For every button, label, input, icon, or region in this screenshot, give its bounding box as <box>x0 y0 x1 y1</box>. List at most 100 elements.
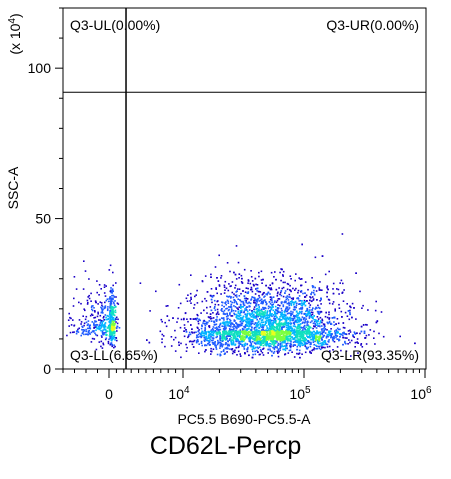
event-dot <box>94 310 96 312</box>
event-dot <box>322 323 325 325</box>
event-dot <box>321 255 324 257</box>
event-dot <box>288 338 290 340</box>
event-dot <box>290 314 292 317</box>
event-dot <box>227 309 230 312</box>
event-dot <box>248 320 251 323</box>
event-dot <box>231 348 234 350</box>
event-dot <box>82 288 85 290</box>
event-dot <box>254 353 257 356</box>
event-dot <box>111 337 114 340</box>
event-dot <box>266 292 269 295</box>
event-dot <box>321 321 323 324</box>
event-dot <box>315 336 317 339</box>
event-dot <box>285 342 287 345</box>
event-dot <box>84 318 87 321</box>
event-dot <box>305 294 308 297</box>
event-dot <box>101 309 104 312</box>
event-dot <box>328 302 331 305</box>
event-dot <box>259 323 261 325</box>
event-dot <box>217 341 220 344</box>
event-dot <box>193 303 196 306</box>
event-dot <box>273 340 276 342</box>
event-dot <box>112 310 115 313</box>
event-dot <box>253 323 256 326</box>
event-dot <box>296 335 299 338</box>
event-dot <box>278 321 281 323</box>
event-dot <box>197 333 200 336</box>
event-dot <box>335 329 338 332</box>
event-dot <box>207 316 210 318</box>
event-dot <box>109 311 111 313</box>
event-dot <box>253 284 255 287</box>
event-dot <box>326 333 329 336</box>
event-dot <box>247 291 250 293</box>
event-dot <box>271 331 273 333</box>
event-dot <box>255 339 258 342</box>
event-dot <box>248 323 250 325</box>
event-dot <box>109 325 111 328</box>
event-dot <box>291 327 294 330</box>
event-dot <box>243 325 245 328</box>
event-dot <box>230 315 232 317</box>
event-dot <box>212 343 214 345</box>
event-dot <box>240 292 242 295</box>
event-dot <box>239 331 242 333</box>
event-dot <box>190 274 192 276</box>
event-dot <box>260 317 262 319</box>
event-dot <box>308 306 311 309</box>
event-dot <box>240 318 243 321</box>
event-dot <box>224 325 227 327</box>
event-dot <box>242 306 244 308</box>
event-dot <box>94 321 97 323</box>
event-dot <box>256 310 259 313</box>
event-dot <box>99 328 101 330</box>
event-dot <box>276 295 279 297</box>
event-dot <box>303 338 305 340</box>
event-dot <box>206 339 208 342</box>
event-dot <box>330 334 333 336</box>
event-dot <box>224 327 226 329</box>
event-dot <box>102 325 104 327</box>
event-dot <box>286 333 289 335</box>
event-dot <box>100 311 103 314</box>
event-dot <box>262 354 265 356</box>
event-dot <box>190 324 192 326</box>
event-dot <box>196 334 198 337</box>
event-dot <box>278 287 280 289</box>
event-dot <box>224 333 226 336</box>
event-dot <box>279 322 281 325</box>
event-dot <box>289 346 292 349</box>
event-dot <box>226 321 228 324</box>
event-dot <box>111 316 113 318</box>
event-dot <box>253 342 256 344</box>
event-dot <box>219 339 222 342</box>
event-dot <box>257 347 260 350</box>
event-dot <box>327 332 330 334</box>
event-dot <box>210 298 213 301</box>
event-dot <box>103 286 106 288</box>
event-dot <box>188 331 191 334</box>
event-dot <box>328 299 331 301</box>
event-dot <box>265 330 267 332</box>
event-dot <box>308 333 310 335</box>
event-dot <box>312 285 315 288</box>
event-dot <box>318 335 320 338</box>
event-dot <box>328 311 330 313</box>
event-dot <box>224 302 227 305</box>
event-dot <box>293 331 296 334</box>
event-dot <box>212 334 215 337</box>
event-dot <box>295 336 297 338</box>
event-dot <box>323 326 326 329</box>
event-dot <box>299 278 302 280</box>
event-dot <box>250 270 252 272</box>
event-dot <box>306 329 309 331</box>
event-dot <box>269 330 271 332</box>
event-dot <box>242 332 244 334</box>
event-dot <box>109 329 111 331</box>
event-dot <box>281 328 283 330</box>
event-dot <box>103 284 106 286</box>
event-dot <box>104 306 107 309</box>
event-dot <box>86 324 89 327</box>
event-dot <box>311 291 313 294</box>
event-dot <box>306 332 309 335</box>
